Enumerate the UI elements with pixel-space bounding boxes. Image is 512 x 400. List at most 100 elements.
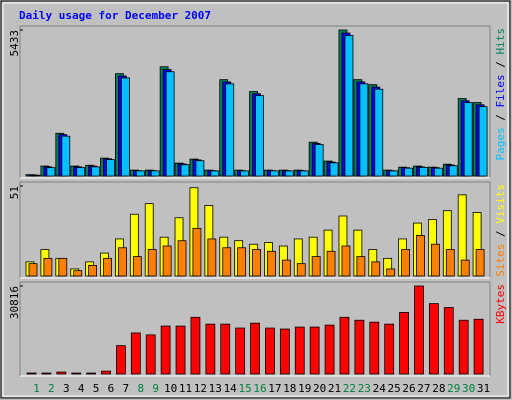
bar xyxy=(339,316,350,375)
bar xyxy=(73,270,83,277)
bar xyxy=(416,235,425,277)
bar xyxy=(359,83,369,177)
x-tick-label: 6 xyxy=(108,382,115,395)
x-tick-label: 31 xyxy=(477,382,490,395)
x-tick-label: 21 xyxy=(328,382,341,395)
x-tick-label: 7 xyxy=(123,382,130,395)
bar xyxy=(121,77,130,177)
bar xyxy=(175,325,186,375)
bar xyxy=(255,95,264,177)
bevel xyxy=(2,2,509,397)
bar xyxy=(463,102,473,177)
legend-entry: Hits xyxy=(494,28,507,55)
x-tick-label: 8 xyxy=(137,382,144,395)
bar xyxy=(389,170,399,177)
x-tick-label: 12 xyxy=(194,382,207,395)
bar xyxy=(433,167,443,177)
bar xyxy=(101,370,111,375)
bar xyxy=(267,250,276,277)
bar xyxy=(46,167,56,177)
bar xyxy=(443,307,454,375)
x-tick-label: 2 xyxy=(48,382,55,395)
bar xyxy=(371,261,381,277)
bar xyxy=(279,328,290,375)
x-tick-label: 29 xyxy=(447,382,460,395)
bar xyxy=(41,372,52,375)
bar xyxy=(207,238,217,277)
x-tick-label: 26 xyxy=(402,382,415,395)
bar xyxy=(130,332,141,375)
bar xyxy=(26,372,37,375)
bar xyxy=(299,170,309,177)
bar xyxy=(86,372,97,375)
bar xyxy=(374,88,384,177)
bar xyxy=(132,256,142,277)
bar xyxy=(71,372,82,375)
bar xyxy=(220,323,231,375)
x-tick-label: 27 xyxy=(417,382,430,395)
bar xyxy=(56,371,67,375)
legend-entry: Pages xyxy=(494,127,507,160)
bar xyxy=(430,243,440,277)
x-tick-label: 22 xyxy=(343,382,356,395)
bar xyxy=(58,257,68,277)
x-tick-label: 14 xyxy=(224,382,238,395)
bar xyxy=(205,323,216,375)
bar xyxy=(180,164,190,177)
bar xyxy=(384,323,395,375)
bar xyxy=(448,165,458,177)
bar xyxy=(160,325,171,375)
bar xyxy=(116,345,126,375)
x-tick-label: 1 xyxy=(33,382,40,395)
bar xyxy=(31,174,41,177)
bar xyxy=(401,249,410,277)
bar xyxy=(147,249,157,277)
x-tick-label: 18 xyxy=(283,382,296,395)
bar xyxy=(28,263,38,277)
x-tick-label: 15 xyxy=(238,382,251,395)
x-tick-label: 11 xyxy=(179,382,192,395)
bar xyxy=(210,170,220,177)
x-tick-label: 4 xyxy=(78,382,85,395)
legend: Pages / Files / Hits xyxy=(494,28,507,161)
bar xyxy=(177,240,187,277)
x-tick-label: 24 xyxy=(373,382,387,395)
x-tick-label: 28 xyxy=(432,382,445,395)
x-tick-label: 25 xyxy=(388,382,401,395)
bar xyxy=(91,166,101,177)
y-tick-label: 5433 xyxy=(8,30,21,57)
y-tick-label: 51 xyxy=(8,186,21,199)
legend-entry: Sites xyxy=(494,244,507,277)
bar xyxy=(478,106,488,177)
bar xyxy=(270,170,279,177)
bar xyxy=(344,35,354,177)
bar xyxy=(419,167,428,177)
bar xyxy=(118,247,127,277)
legend-entry: KBytes xyxy=(494,284,507,324)
bar xyxy=(222,247,232,277)
bar xyxy=(458,319,469,375)
bar xyxy=(445,249,455,277)
bar xyxy=(252,249,261,277)
bar xyxy=(225,83,235,177)
bar xyxy=(103,257,112,277)
bar xyxy=(145,334,156,375)
bar xyxy=(326,250,336,277)
bar xyxy=(135,170,145,177)
bar xyxy=(162,245,172,277)
bar xyxy=(240,170,250,177)
legend-entry: Files xyxy=(494,74,507,107)
x-tick-label: 20 xyxy=(313,382,326,395)
chart-title: Daily usage for December 2007 xyxy=(19,9,211,22)
legend-entry: Visits xyxy=(494,184,507,224)
x-tick-label: 16 xyxy=(253,382,266,395)
legend-separator: / xyxy=(494,55,507,75)
x-tick-label: 23 xyxy=(358,382,371,395)
bar xyxy=(475,249,485,277)
x-tick-label: 30 xyxy=(462,382,475,395)
bar xyxy=(354,319,365,375)
bar xyxy=(237,247,247,277)
bar xyxy=(311,256,321,277)
